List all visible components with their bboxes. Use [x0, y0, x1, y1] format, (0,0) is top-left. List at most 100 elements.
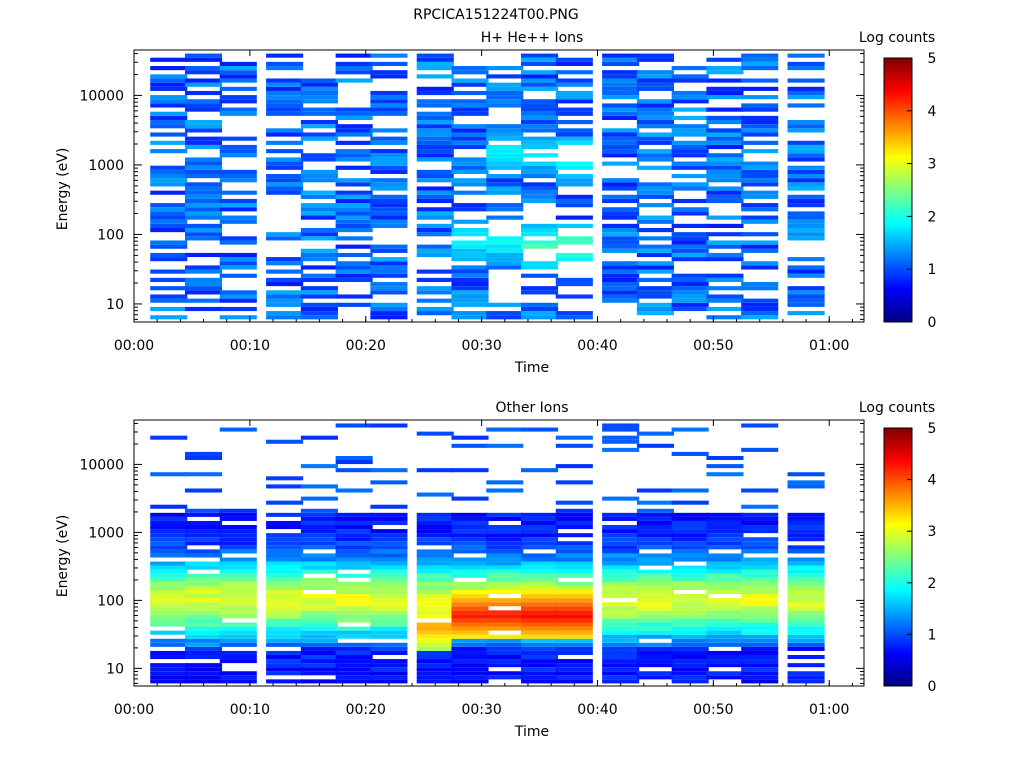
heatmap-cell — [150, 286, 188, 291]
heatmap-cell — [300, 82, 338, 87]
heatmap-cell — [451, 671, 489, 676]
heatmap-cell — [706, 306, 744, 312]
heatmap-cell — [671, 663, 709, 668]
heatmap-cell — [335, 545, 373, 550]
figure-title: RPCICA151224T00.PNG — [413, 7, 578, 23]
heatmap-cell — [335, 663, 373, 668]
heatmap-cell — [636, 107, 674, 112]
heatmap-cell — [602, 561, 640, 566]
heatmap-cell — [184, 207, 223, 212]
heatmap-cell — [150, 667, 188, 672]
heatmap-cell — [184, 107, 223, 112]
heatmap-cell — [602, 675, 640, 680]
heatmap-cell — [300, 512, 338, 517]
heatmap-cell — [636, 650, 674, 655]
heatmap-cell — [741, 630, 779, 635]
heatmap-cell — [451, 273, 489, 278]
heatmap-cell — [787, 66, 825, 71]
heatmap-cell — [150, 671, 188, 676]
heatmap-cell — [636, 525, 674, 530]
heatmap-cell — [636, 630, 674, 635]
heatmap-cell — [706, 618, 744, 623]
heatmap-cell — [335, 178, 373, 183]
heatmap-cell — [184, 99, 223, 104]
heatmap-cell — [370, 165, 408, 170]
heatmap-cell — [521, 232, 559, 237]
heatmap-cell — [602, 533, 640, 538]
heatmap-cell — [451, 190, 489, 195]
heatmap-cell — [741, 663, 779, 668]
heatmap-cell — [335, 671, 373, 676]
heatmap-cell — [370, 423, 408, 428]
heatmap-cell — [451, 537, 489, 542]
heatmap-cell — [787, 140, 825, 145]
heatmap-cell — [451, 103, 489, 108]
heatmap-cell — [416, 132, 454, 137]
heatmap-cell — [602, 144, 640, 150]
heatmap-cell — [416, 124, 454, 129]
heatmap-cell — [150, 211, 188, 216]
heatmap-cell — [787, 302, 825, 307]
heatmap-cell — [671, 598, 709, 603]
heatmap-cell — [602, 90, 640, 96]
heatmap-cell — [451, 240, 489, 245]
heatmap-cell — [300, 124, 338, 129]
heatmap-cell — [335, 182, 373, 187]
heatmap-cell — [300, 257, 338, 262]
heatmap-cell — [266, 269, 304, 274]
heatmap-cell — [219, 207, 257, 212]
heatmap-cell — [787, 219, 825, 224]
heatmap-cell — [636, 659, 674, 664]
heatmap-cell — [416, 549, 454, 554]
heatmap-cell — [706, 537, 744, 542]
heatmap-cell — [416, 99, 454, 104]
heatmap-cell — [451, 557, 489, 562]
heatmap-cell — [266, 630, 304, 635]
heatmap-cell — [335, 626, 373, 631]
heatmap-cell — [370, 598, 408, 603]
heatmap-cell — [602, 103, 640, 108]
heatmap-cell — [335, 198, 373, 204]
heatmap-cell — [300, 286, 338, 291]
heatmap-cell — [486, 565, 524, 570]
heatmap-cell — [184, 520, 223, 526]
heatmap-cell — [486, 533, 524, 538]
heatmap-cell — [602, 294, 640, 299]
heatmap-cell — [266, 236, 304, 241]
heatmap-cell — [602, 211, 640, 216]
heatmap-cell — [266, 618, 304, 623]
heatmap-cell — [706, 659, 744, 664]
heatmap-cell — [521, 569, 559, 574]
heatmap-cell — [521, 70, 559, 75]
heatmap-cell — [787, 646, 825, 651]
heatmap-cell — [555, 569, 593, 574]
heatmap-cell — [150, 618, 188, 623]
heatmap-cell — [521, 622, 559, 627]
heatmap-cell — [671, 74, 709, 79]
heatmap-cell — [184, 630, 223, 635]
heatmap-cell — [521, 240, 559, 245]
heatmap-cell — [451, 581, 489, 586]
heatmap-cell — [266, 573, 304, 578]
heatmap-cell — [300, 311, 338, 316]
heatmap-cell — [741, 573, 779, 578]
heatmap-cell — [335, 115, 373, 121]
heatmap-cell — [184, 161, 223, 166]
heatmap-cell — [300, 565, 338, 570]
heatmap-cell — [486, 650, 524, 655]
heatmap-cell — [787, 675, 825, 680]
heatmap-cell — [521, 286, 559, 291]
heatmap-cell — [370, 626, 408, 631]
heatmap-cell — [671, 207, 709, 212]
heatmap-cell — [521, 227, 559, 233]
heatmap-cell — [335, 215, 373, 220]
heatmap-cell — [602, 182, 640, 187]
heatmap-cell — [486, 103, 524, 108]
heatmap-cell — [300, 614, 338, 619]
heatmap-cell — [150, 573, 188, 578]
heatmap-cell — [555, 533, 593, 538]
heatmap-cell — [486, 512, 524, 517]
heatmap-cell — [416, 232, 454, 237]
heatmap-cell — [706, 286, 744, 291]
heatmap-cell — [150, 169, 188, 175]
